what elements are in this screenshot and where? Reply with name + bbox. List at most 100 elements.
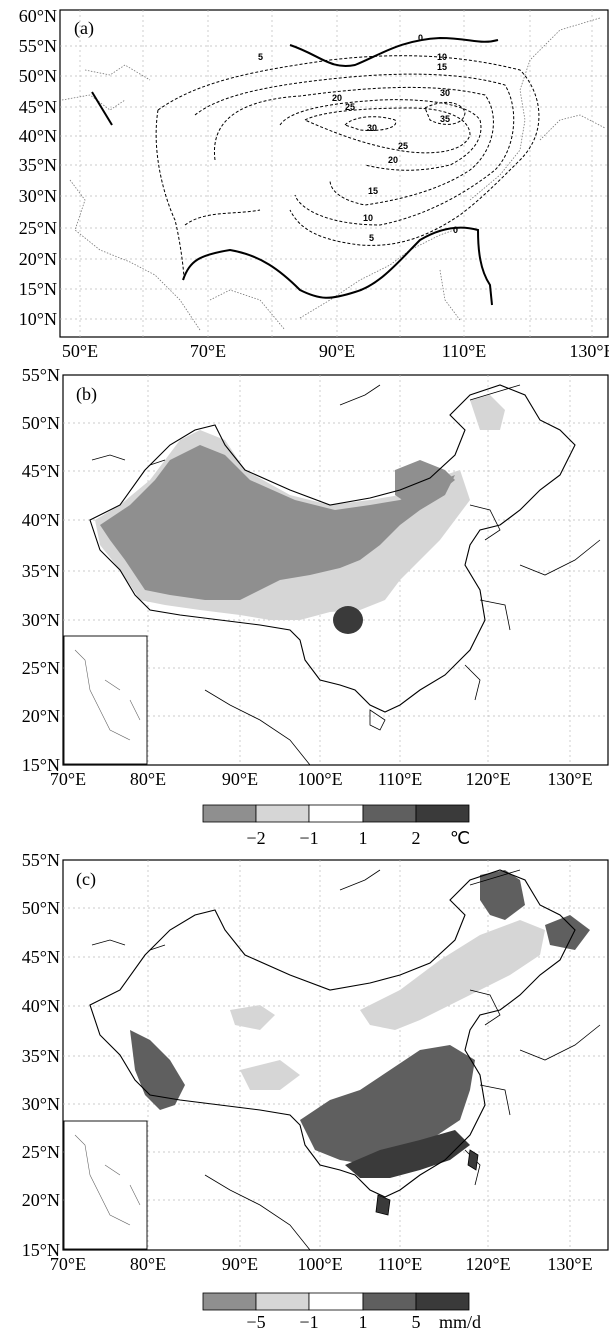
lon-tick: 110°E	[378, 769, 423, 789]
panel-c-light-shade	[360, 920, 545, 1030]
panel-c-inset-coast	[74, 1134, 141, 1226]
lon-tick: 130°E	[547, 769, 592, 789]
contour-label: 15	[437, 62, 447, 72]
panel-c-hainan	[375, 1194, 391, 1216]
lon-tick: 90°E	[319, 341, 355, 361]
contour-label: 30	[367, 123, 377, 133]
contour-label: 5	[369, 233, 374, 243]
colorbar-label: −1	[299, 1312, 318, 1332]
lat-tick: 15°N	[22, 1240, 60, 1260]
lon-tick: 120°E	[465, 769, 510, 789]
panel-b-coastlines	[91, 384, 601, 766]
lon-tick: 80°E	[130, 769, 166, 789]
panel-a-lat-ticks: 60°N 55°N 50°N 45°N 40°N 35°N 30°N 25°N …	[19, 6, 57, 329]
contour-label: 25	[345, 102, 355, 112]
lat-tick: 35°N	[22, 1046, 60, 1066]
lat-tick: 50°N	[22, 898, 60, 918]
panel-c-coastlines	[91, 869, 601, 1251]
lat-tick: 20°N	[22, 1190, 60, 1210]
panel-b-inset-coast	[74, 649, 141, 741]
panel-c-lon-ticks: 70°E 80°E 90°E 100°E 110°E 120°E 130°E	[50, 1254, 593, 1274]
lat-tick: 15°N	[19, 279, 57, 299]
panel-b-dark-patch	[333, 606, 363, 634]
panel-a-grid	[60, 10, 608, 337]
colorbar-label: 5	[412, 1312, 421, 1332]
panel-a-contour-labels: 0 5 10 15 20 25 30 35 30 25 20 15 10 5 0	[258, 33, 458, 243]
panel-b-label: (b)	[76, 384, 97, 405]
panel-b-lon-ticks: 70°E 80°E 90°E 100°E 110°E 120°E 130°E	[50, 769, 593, 789]
lat-tick: 55°N	[19, 36, 57, 56]
lat-tick: 50°N	[19, 66, 57, 86]
panel-b-light-patch	[470, 395, 505, 430]
lat-tick: 40°N	[19, 126, 57, 146]
panel-a-label: (a)	[74, 18, 94, 39]
contour-label: 10	[363, 213, 373, 223]
lon-tick: 90°E	[222, 769, 258, 789]
colorbar-label: −2	[246, 828, 265, 848]
lat-tick: 30°N	[22, 1094, 60, 1114]
lat-tick: 60°N	[19, 6, 57, 26]
panel-c-ne-dark	[480, 870, 525, 920]
colorbar-label: −5	[246, 1312, 265, 1332]
lat-tick: 40°N	[22, 510, 60, 530]
panel-b: 55°N 50°N 45°N 40°N 35°N 30°N 25°N 20°N …	[22, 365, 609, 848]
lat-tick: 20°N	[22, 706, 60, 726]
lon-tick: 130°E	[569, 341, 609, 361]
colorbar-segment	[415, 1292, 470, 1311]
panel-a: 0 5 10 15 20 25 30 35 30 25 20 15 10 5 0…	[19, 6, 609, 361]
panel-c-inset	[63, 1120, 148, 1250]
lon-tick: 100°E	[297, 1254, 342, 1274]
lat-tick: 45°N	[22, 947, 60, 967]
lat-tick: 45°N	[19, 97, 57, 117]
colorbar-segment	[255, 804, 310, 823]
lat-tick: 30°N	[22, 610, 60, 630]
colorbar-segment	[202, 804, 257, 823]
panel-c-light-patch-2	[240, 1060, 300, 1090]
lat-tick: 45°N	[22, 461, 60, 481]
colorbar-segment	[255, 1292, 310, 1311]
colorbar-unit: ℃	[450, 828, 470, 848]
panel-c-colorbar: −5 −1 1 5 mm/d	[202, 1292, 481, 1332]
contour-label: 30	[440, 88, 450, 98]
colorbar-label: 1	[359, 1312, 368, 1332]
contour-label: 15	[368, 186, 378, 196]
panel-c-china-outline	[89, 869, 576, 1198]
lon-tick: 80°E	[130, 1254, 166, 1274]
panel-b-colorbar: −2 −1 1 2 ℃	[202, 804, 470, 848]
panel-c: 55°N 50°N 45°N 40°N 35°N 30°N 25°N 20°N …	[22, 850, 609, 1332]
lat-tick: 55°N	[22, 850, 60, 870]
panel-c-taiwan	[467, 1149, 479, 1171]
lon-tick: 90°E	[222, 1254, 258, 1274]
lon-tick: 50°E	[62, 341, 98, 361]
colorbar-label: −1	[299, 828, 318, 848]
lat-tick: 55°N	[22, 365, 60, 385]
panel-c-south-dark	[300, 1045, 475, 1165]
contour-label: 0	[418, 33, 423, 43]
lat-tick: 35°N	[19, 155, 57, 175]
lon-tick: 120°E	[465, 1254, 510, 1274]
contour-label: 0	[453, 225, 458, 235]
lat-tick: 40°N	[22, 996, 60, 1016]
lat-tick: 20°N	[19, 249, 57, 269]
panel-b-inset	[63, 635, 148, 765]
contour-label: 5	[258, 52, 263, 62]
colorbar-segment	[415, 804, 470, 823]
panel-b-lat-ticks: 55°N 50°N 45°N 40°N 35°N 30°N 25°N 20°N …	[22, 365, 60, 775]
panel-b-mid-patch	[395, 460, 455, 505]
lon-tick: 70°E	[50, 1254, 86, 1274]
lat-tick: 50°N	[22, 413, 60, 433]
panel-c-coast-dark	[345, 1130, 470, 1178]
panel-c-lat-ticks: 55°N 50°N 45°N 40°N 35°N 30°N 25°N 20°N …	[22, 850, 60, 1260]
colorbar-label: 2	[412, 828, 421, 848]
contour-label: 20	[388, 155, 398, 165]
contour-label: 25	[398, 141, 408, 151]
colorbar-segment	[308, 1292, 364, 1311]
panel-a-coastline	[61, 17, 606, 331]
lat-tick: 35°N	[22, 561, 60, 581]
colorbar-segment	[308, 804, 364, 823]
panel-c-ne-dark-2	[545, 915, 590, 950]
lon-tick: 70°E	[50, 769, 86, 789]
lat-tick: 30°N	[19, 186, 57, 206]
contour-label: 20	[332, 93, 342, 103]
